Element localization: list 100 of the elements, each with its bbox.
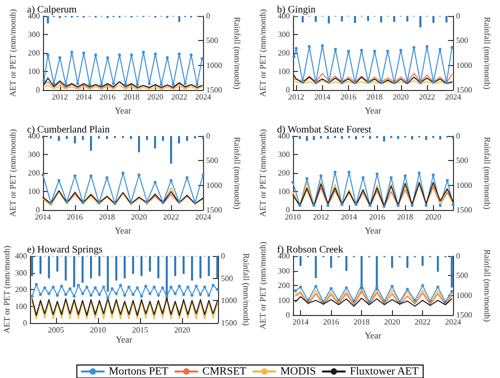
point bbox=[314, 284, 318, 288]
bar bbox=[154, 136, 156, 148]
bar bbox=[64, 256, 67, 281]
point bbox=[198, 293, 202, 296]
point bbox=[424, 204, 428, 207]
point bbox=[106, 296, 110, 300]
bar bbox=[138, 136, 140, 152]
point bbox=[404, 174, 407, 178]
bar bbox=[186, 136, 188, 141]
x-tick-label: 2014 bbox=[341, 212, 358, 222]
bar bbox=[178, 136, 180, 144]
y-tick-label: 100 bbox=[278, 187, 290, 196]
point bbox=[452, 203, 455, 206]
point bbox=[340, 203, 344, 206]
point bbox=[41, 173, 44, 176]
y-tick-label: 0 bbox=[286, 86, 290, 95]
bar bbox=[354, 16, 356, 23]
point bbox=[156, 294, 160, 297]
point bbox=[216, 288, 219, 291]
x-tick-label: 2018 bbox=[98, 212, 115, 222]
y-tick-label: 100 bbox=[28, 67, 40, 76]
point bbox=[450, 290, 454, 293]
y2-tick-label: 1000 bbox=[456, 290, 472, 300]
bar bbox=[98, 256, 100, 276]
point bbox=[142, 50, 145, 54]
bar bbox=[422, 256, 424, 266]
bar bbox=[115, 256, 118, 281]
y-tick-label: 200 bbox=[278, 48, 290, 58]
point bbox=[178, 284, 181, 288]
point bbox=[292, 55, 296, 58]
bar bbox=[106, 136, 108, 139]
point bbox=[446, 178, 449, 182]
point bbox=[337, 298, 340, 302]
x-tick-label: 2024 bbox=[195, 92, 212, 102]
point bbox=[406, 80, 409, 84]
y-axis-title: AET or PET (mm/month) bbox=[8, 129, 18, 217]
y2-tick-label: 500 bbox=[206, 36, 218, 46]
point bbox=[421, 284, 424, 288]
x-tick-label: 2016 bbox=[340, 92, 356, 102]
x-tick-label: 2020 bbox=[174, 326, 190, 334]
point bbox=[130, 53, 133, 56]
bar bbox=[419, 16, 422, 28]
x-tick-label: 2012 bbox=[312, 212, 329, 222]
point bbox=[64, 293, 68, 296]
x-tick-label: 2010 bbox=[284, 212, 301, 222]
point bbox=[184, 82, 187, 86]
point bbox=[68, 287, 72, 290]
point bbox=[432, 80, 435, 84]
point bbox=[299, 286, 302, 289]
point bbox=[52, 82, 56, 86]
line-series bbox=[294, 296, 452, 307]
y2-tick-label: 1500 bbox=[456, 310, 472, 320]
point bbox=[413, 298, 416, 302]
y-tick-label: 400 bbox=[15, 252, 27, 260]
point bbox=[399, 48, 402, 52]
point bbox=[412, 46, 416, 49]
point bbox=[301, 80, 304, 84]
x-tick-label: 2022 bbox=[171, 92, 188, 102]
bar bbox=[162, 136, 164, 141]
point bbox=[319, 174, 322, 178]
bar bbox=[391, 256, 394, 268]
point bbox=[382, 204, 386, 208]
x-axis-title: Year bbox=[364, 106, 382, 116]
point bbox=[354, 81, 357, 84]
point bbox=[306, 298, 310, 302]
y-tick-label: 0 bbox=[286, 206, 290, 215]
point bbox=[298, 204, 302, 207]
point bbox=[438, 48, 442, 51]
y-tick-label: 300 bbox=[28, 30, 40, 40]
bar bbox=[202, 136, 204, 139]
bar bbox=[328, 16, 330, 24]
y-tick-label: 100 bbox=[28, 187, 40, 196]
x-tick-label: 2012 bbox=[52, 92, 68, 102]
bar bbox=[170, 136, 172, 164]
y2-tick-label: 500 bbox=[456, 36, 468, 46]
point bbox=[212, 284, 215, 287]
point bbox=[170, 178, 173, 182]
point bbox=[152, 285, 156, 288]
point bbox=[352, 300, 356, 303]
point bbox=[334, 170, 337, 174]
bar bbox=[314, 256, 317, 278]
y-axis-title: AET or PET (mm/month) bbox=[258, 242, 268, 330]
x-tick-label: 2014 bbox=[314, 92, 330, 102]
point bbox=[322, 300, 325, 304]
point bbox=[398, 300, 402, 304]
y2-tick-label: 1500 bbox=[456, 86, 472, 95]
point bbox=[178, 200, 181, 204]
y-tick-label: 300 bbox=[278, 266, 290, 276]
bar bbox=[73, 256, 76, 288]
y2-tick-label: 1500 bbox=[206, 206, 222, 215]
point bbox=[56, 294, 59, 297]
point bbox=[174, 292, 177, 296]
y-tick-label: 400 bbox=[278, 12, 290, 20]
y2-tick-label: 1500 bbox=[456, 206, 472, 215]
point bbox=[418, 81, 422, 84]
bar bbox=[140, 256, 143, 276]
line-series bbox=[292, 44, 454, 84]
point bbox=[129, 201, 132, 204]
point bbox=[161, 286, 164, 290]
point bbox=[428, 300, 432, 303]
